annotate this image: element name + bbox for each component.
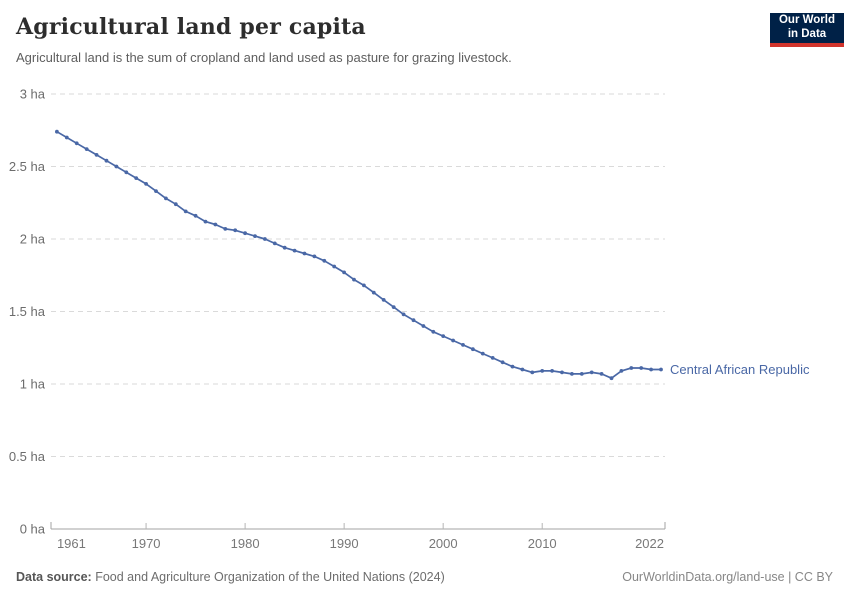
data-point[interactable] (233, 228, 238, 233)
data-point[interactable] (391, 305, 396, 309)
y-axis-tick-label: 0.5 ha (9, 449, 46, 464)
data-source-text: Food and Agriculture Organization of the… (95, 570, 445, 584)
data-point[interactable] (193, 213, 198, 218)
data-point[interactable] (451, 338, 455, 343)
credit-link[interactable]: OurWorldinData.org/land-use | CC BY (622, 570, 833, 584)
data-point[interactable] (124, 170, 129, 175)
data-point[interactable] (659, 367, 663, 372)
data-point[interactable] (530, 370, 535, 375)
x-axis-tick-label: 1990 (330, 536, 359, 551)
page-title: Agricultural land per capita (16, 14, 366, 40)
data-point[interactable] (599, 372, 604, 376)
y-axis-tick-label: 1 ha (20, 377, 46, 392)
chart-subtitle: Agricultural land is the sum of cropland… (16, 50, 512, 65)
series-line[interactable] (56, 130, 662, 380)
data-point[interactable] (480, 351, 485, 356)
data-point[interactable] (164, 196, 168, 201)
data-point[interactable] (441, 334, 446, 338)
x-axis-tick-label: 2022 (635, 536, 664, 551)
data-point[interactable] (243, 231, 248, 236)
y-axis-tick-label: 0 ha (20, 522, 46, 537)
data-point[interactable] (203, 219, 208, 224)
data-point[interactable] (510, 364, 515, 369)
data-point[interactable] (74, 141, 79, 146)
data-point[interactable] (94, 153, 99, 157)
data-point[interactable] (550, 369, 554, 373)
data-point[interactable] (114, 164, 119, 169)
data-point[interactable] (134, 176, 139, 181)
data-point[interactable] (342, 270, 346, 275)
data-point[interactable] (421, 324, 426, 328)
data-point[interactable] (471, 347, 475, 352)
data-point[interactable] (411, 318, 416, 323)
data-source-label: Data source: (16, 570, 92, 584)
data-point[interactable] (629, 366, 634, 370)
data-point[interactable] (253, 234, 257, 239)
data-point[interactable] (263, 237, 267, 241)
data-point[interactable] (144, 182, 149, 186)
data-point[interactable] (461, 343, 465, 347)
data-point[interactable] (619, 369, 624, 373)
data-source: Data source: Food and Agriculture Organi… (16, 570, 445, 584)
data-point[interactable] (282, 245, 287, 250)
y-axis-tick-label: 2 ha (20, 232, 46, 247)
data-point[interactable] (540, 369, 545, 373)
data-point[interactable] (371, 290, 376, 295)
data-point[interactable] (183, 209, 188, 214)
data-point[interactable] (223, 227, 228, 231)
y-axis-tick-label: 3 ha (20, 87, 46, 102)
data-point[interactable] (579, 372, 584, 376)
y-axis-tick-label: 1.5 ha (9, 304, 46, 319)
owid-logo[interactable]: Our World in Data (770, 13, 844, 47)
data-point[interactable] (589, 370, 594, 375)
data-point[interactable] (570, 372, 574, 376)
data-point[interactable] (322, 258, 327, 263)
data-point[interactable] (173, 202, 178, 207)
data-point[interactable] (352, 277, 356, 282)
data-point[interactable] (609, 376, 614, 381)
x-axis-tick-label: 1980 (231, 536, 260, 551)
data-point[interactable] (332, 264, 337, 269)
series-label-central-african-republic[interactable]: Central African Republic (670, 362, 810, 377)
data-point[interactable] (154, 189, 158, 194)
data-point[interactable] (401, 312, 406, 317)
data-point[interactable] (55, 129, 59, 134)
data-point[interactable] (84, 147, 89, 152)
data-point[interactable] (292, 248, 297, 253)
data-point[interactable] (362, 283, 366, 288)
data-point[interactable] (381, 298, 386, 302)
data-point[interactable] (302, 251, 307, 256)
data-point[interactable] (431, 329, 436, 334)
data-point[interactable] (272, 241, 277, 246)
data-point[interactable] (213, 222, 218, 227)
data-point[interactable] (490, 356, 495, 360)
x-axis-tick-label: 1961 (57, 536, 86, 551)
data-point[interactable] (104, 158, 109, 163)
data-point[interactable] (649, 367, 653, 372)
y-axis-tick-label: 2.5 ha (9, 159, 46, 174)
data-point[interactable] (312, 254, 317, 259)
data-point[interactable] (560, 370, 564, 375)
x-axis-tick-label: 2010 (528, 536, 557, 551)
owid-logo-line2: in Data (787, 28, 827, 40)
x-axis-tick-label: 1970 (132, 536, 161, 551)
data-point[interactable] (520, 367, 525, 372)
owid-logo-line1: Our World (778, 14, 835, 27)
data-point[interactable] (64, 135, 69, 140)
data-point[interactable] (500, 360, 505, 365)
x-axis-tick-label: 2000 (429, 536, 458, 551)
data-point[interactable] (639, 366, 644, 370)
